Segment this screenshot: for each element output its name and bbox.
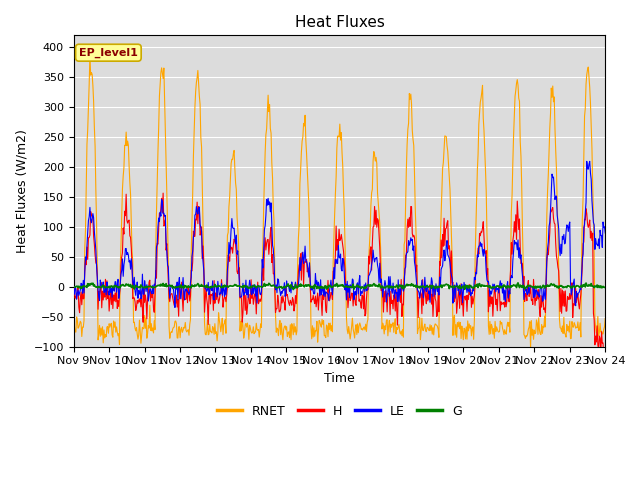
Y-axis label: Heat Fluxes (W/m2): Heat Fluxes (W/m2) (15, 129, 28, 253)
LE (189, 248, 196, 254)
LE (70, 286, 77, 292)
RNET (70, 327, 77, 333)
G (216, 283, 224, 289)
H (159, 190, 167, 196)
H (602, 357, 609, 363)
H (79, 296, 87, 302)
G (420, 285, 428, 290)
Line: LE: LE (74, 161, 605, 308)
G (514, 280, 522, 286)
RNET (404, 120, 412, 126)
H (600, 358, 607, 363)
RNET (79, 324, 87, 330)
LE (134, 295, 142, 301)
G (602, 284, 609, 290)
H (189, 259, 196, 265)
G (79, 283, 87, 289)
RNET (135, 332, 143, 338)
RNET (86, 53, 93, 59)
Title: Heat Fluxes: Heat Fluxes (294, 15, 385, 30)
G (188, 282, 196, 288)
X-axis label: Time: Time (324, 372, 355, 385)
RNET (420, 324, 428, 329)
Line: G: G (74, 283, 605, 289)
Legend: RNET, H, LE, G: RNET, H, LE, G (212, 400, 467, 423)
RNET (217, 329, 225, 335)
G (70, 284, 77, 289)
RNET (602, 316, 609, 322)
LE (420, 285, 428, 291)
H (420, 287, 428, 292)
Line: RNET: RNET (74, 56, 605, 348)
H (70, 293, 77, 299)
LE (217, 291, 225, 297)
LE (79, 277, 87, 283)
Text: EP_level1: EP_level1 (79, 48, 138, 58)
LE (171, 305, 179, 311)
G (134, 285, 142, 290)
H (404, 225, 412, 230)
RNET (189, 191, 196, 196)
H (217, 290, 225, 296)
G (404, 282, 412, 288)
LE (583, 158, 591, 164)
LE (602, 230, 609, 236)
RNET (527, 345, 534, 351)
H (134, 300, 142, 306)
Line: H: H (74, 193, 605, 360)
G (289, 287, 297, 292)
LE (404, 238, 412, 243)
